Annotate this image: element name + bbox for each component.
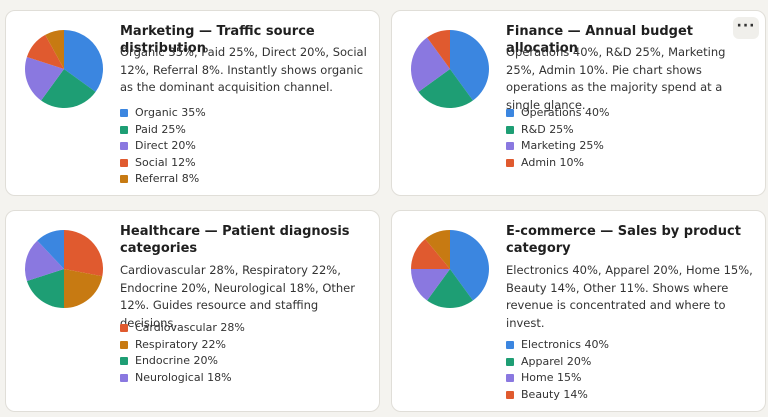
pie-chart-marketing bbox=[24, 30, 103, 109]
pie-slice-home bbox=[411, 269, 450, 301]
legend-item: Beauty 14% bbox=[506, 387, 609, 404]
legend-item: Endocrine 20% bbox=[120, 353, 245, 370]
pie-chart-healthcare bbox=[25, 230, 104, 308]
legend-label: Electronics 40% bbox=[521, 338, 609, 351]
pie-slice-other bbox=[37, 230, 64, 269]
legend-label: Paid 25% bbox=[135, 122, 186, 136]
legend-swatch bbox=[120, 158, 128, 167]
legend-label: Referral 8% bbox=[135, 172, 200, 185]
card-title: Finance — Annual budget allocation bbox=[506, 24, 693, 56]
card-description: Cardiovascular 28%, Respiratory 22%, End… bbox=[120, 263, 355, 330]
card-title: E-commerce — Sales by product category bbox=[506, 224, 741, 256]
legend-label: R&D 25% bbox=[521, 122, 574, 136]
legend-swatch bbox=[506, 142, 514, 151]
legend-item: Home 15% bbox=[506, 370, 609, 387]
card-finance: Finance — Annual budget allocation Opera… bbox=[391, 10, 766, 196]
legend-label: Operations 40% bbox=[521, 106, 610, 119]
legend-item: Referral 8% bbox=[120, 171, 206, 188]
card-title: Healthcare — Patient diagnosis categorie… bbox=[120, 224, 350, 256]
legend-item: Marketing 25% bbox=[506, 138, 609, 155]
legend-swatch bbox=[506, 390, 514, 399]
legend-swatch bbox=[506, 125, 514, 134]
legend-item: Respiratory 22% bbox=[120, 337, 245, 354]
pie-chart-finance bbox=[411, 30, 489, 108]
pie-slice-admin bbox=[427, 30, 450, 69]
pie-slice-referral bbox=[45, 30, 64, 69]
legend-label: Neurological 18% bbox=[135, 370, 232, 384]
pie-slice-neurological bbox=[25, 240, 65, 282]
legend-swatch bbox=[120, 125, 128, 134]
pie-slice-social bbox=[26, 34, 64, 69]
pie-chart-ecommerce bbox=[411, 230, 489, 308]
legend-item: Apparel 20% bbox=[506, 354, 609, 371]
pie-slice-respiratory bbox=[64, 269, 103, 308]
card-healthcare: Healthcare — Patient diagnosis categorie… bbox=[5, 210, 380, 412]
legend-swatch bbox=[506, 158, 514, 167]
legend-label: Home 15% bbox=[521, 371, 582, 384]
legend-label: Beauty 14% bbox=[521, 387, 588, 401]
card-title: Marketing — Traffic source distribution bbox=[120, 24, 315, 56]
legend-swatch bbox=[506, 109, 514, 118]
legend-swatch bbox=[120, 324, 128, 333]
legend-item: Social 12% bbox=[120, 155, 206, 172]
legend-swatch bbox=[506, 341, 514, 350]
legend-label: Cardiovascular 28% bbox=[135, 321, 245, 334]
card-description: Operations 40%, R&D 25%, Marketing 25%, … bbox=[506, 45, 726, 112]
legend-label: Respiratory 22% bbox=[135, 337, 226, 351]
legend-label: Endocrine 20% bbox=[135, 354, 218, 367]
legend-item: Operations 40% bbox=[506, 105, 609, 122]
legend-label: Social 12% bbox=[135, 155, 196, 169]
card-description: Organic 35%, Paid 25%, Direct 20%, Socia… bbox=[120, 45, 367, 94]
chart-legend: Cardiovascular 28% Respiratory 22% Endoc… bbox=[120, 320, 245, 386]
legend-swatch bbox=[120, 109, 128, 118]
more-options-button[interactable]: ··· bbox=[733, 17, 759, 39]
legend-item: Organic 35% bbox=[120, 105, 206, 122]
legend-item: Electronics 40% bbox=[506, 337, 609, 354]
pie-slice-operations bbox=[450, 30, 489, 101]
more-horizontal-icon: ··· bbox=[736, 18, 756, 34]
legend-swatch bbox=[120, 340, 128, 349]
legend-label: Admin 10% bbox=[521, 155, 585, 169]
legend-swatch bbox=[120, 357, 128, 366]
chart-legend: Organic 35% Paid 25% Direct 20% Social 1… bbox=[120, 105, 206, 188]
pie-slice-other bbox=[425, 230, 450, 269]
pie-slice-beauty bbox=[411, 238, 450, 269]
legend-item: Paid 25% bbox=[120, 122, 206, 139]
card-ecommerce: E-commerce — Sales by product category E… bbox=[391, 210, 766, 412]
legend-item: Direct 20% bbox=[120, 138, 206, 155]
card-marketing: Marketing — Traffic source distribution … bbox=[5, 10, 380, 196]
pie-slice-direct bbox=[24, 56, 64, 101]
legend-swatch bbox=[120, 175, 128, 184]
legend-item: Admin 10% bbox=[506, 155, 609, 172]
legend-swatch bbox=[120, 373, 128, 382]
legend-label: Apparel 20% bbox=[521, 354, 592, 368]
pie-slice-electronics bbox=[450, 230, 489, 301]
pie-slice-apparel bbox=[427, 269, 473, 308]
legend-item: Cardiovascular 28% bbox=[120, 320, 245, 337]
legend-label: Organic 35% bbox=[135, 106, 206, 119]
pie-slice-marketing bbox=[411, 37, 450, 92]
chart-legend: Electronics 40% Apparel 20% Home 15% Bea… bbox=[506, 337, 609, 403]
legend-label: Direct 20% bbox=[135, 139, 196, 152]
pie-slice-r-d bbox=[418, 69, 473, 108]
legend-swatch bbox=[506, 357, 514, 366]
pie-slice-cardiovascular bbox=[64, 230, 104, 277]
chart-legend: Operations 40% R&D 25% Marketing 25% Adm… bbox=[506, 105, 609, 171]
legend-item: Neurological 18% bbox=[120, 370, 245, 387]
pie-slice-endocrine bbox=[26, 269, 64, 308]
pie-slice-organic bbox=[64, 30, 103, 92]
pie-slice-paid bbox=[41, 69, 96, 109]
legend-swatch bbox=[506, 374, 514, 383]
legend-label: Marketing 25% bbox=[521, 139, 604, 152]
legend-item: R&D 25% bbox=[506, 122, 609, 139]
card-description: Electronics 40%, Apparel 20%, Home 15%, … bbox=[506, 263, 753, 330]
legend-swatch bbox=[120, 142, 128, 151]
